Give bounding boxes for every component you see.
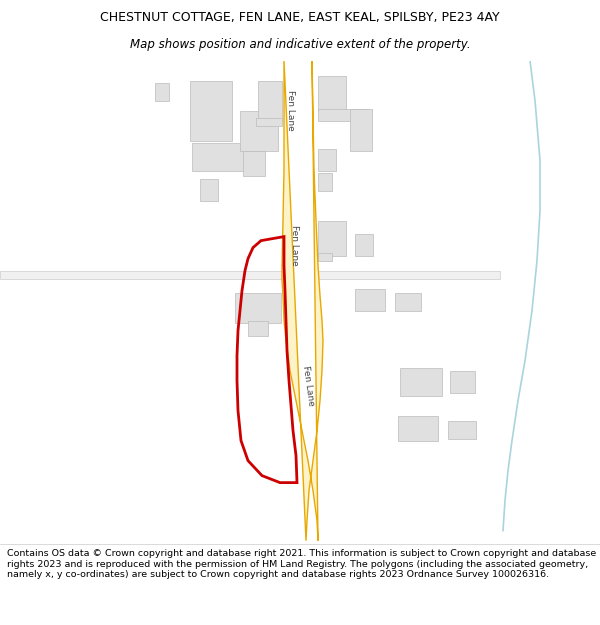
Bar (192, 142, 257, 171)
Bar (318, 109, 368, 121)
Bar (450, 371, 475, 392)
Text: Fen Lane: Fen Lane (287, 90, 296, 131)
Polygon shape (316, 271, 500, 279)
Text: CHESTNUT COTTAGE, FEN LANE, EAST KEAL, SPILSBY, PE23 4AY: CHESTNUT COTTAGE, FEN LANE, EAST KEAL, S… (100, 11, 500, 24)
Bar (200, 179, 218, 201)
Polygon shape (282, 61, 323, 541)
Bar (318, 76, 346, 111)
Text: Fen Lane: Fen Lane (290, 225, 299, 266)
Bar (318, 149, 336, 171)
Bar (258, 81, 282, 121)
Bar (398, 416, 438, 441)
Bar (240, 111, 278, 151)
Bar (190, 81, 232, 141)
Bar (318, 253, 332, 261)
Text: Contains OS data © Crown copyright and database right 2021. This information is : Contains OS data © Crown copyright and d… (7, 549, 596, 579)
Bar (318, 221, 346, 256)
Bar (235, 292, 281, 322)
Bar (395, 292, 421, 311)
Bar (155, 82, 169, 101)
Bar (350, 109, 372, 151)
Bar (448, 421, 476, 439)
Bar (248, 321, 268, 336)
Bar (355, 289, 385, 311)
Polygon shape (0, 271, 284, 279)
Bar (400, 368, 442, 396)
Bar (355, 234, 373, 256)
Text: Map shows position and indicative extent of the property.: Map shows position and indicative extent… (130, 38, 470, 51)
Bar (243, 151, 265, 176)
Text: Fen Lane: Fen Lane (301, 365, 315, 406)
Bar (256, 118, 282, 126)
Bar (318, 173, 332, 191)
